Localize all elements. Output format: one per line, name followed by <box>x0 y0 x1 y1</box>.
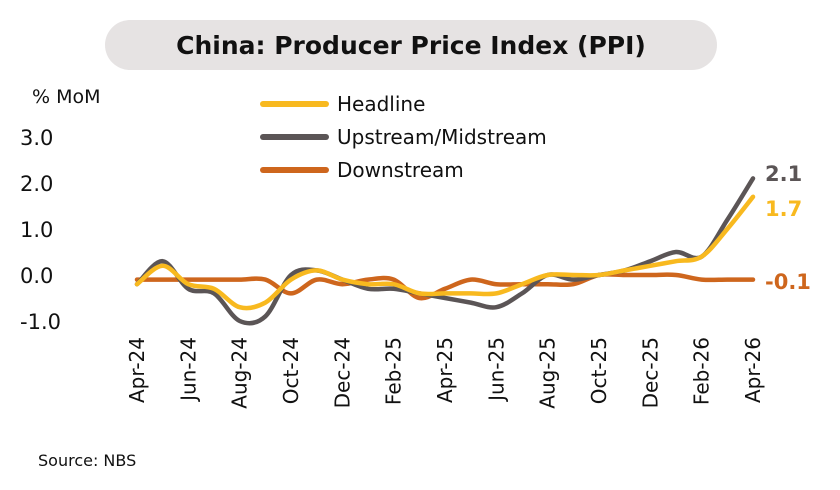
x-tick-label: Apr-26 <box>741 337 765 403</box>
y-tick-label: 1.0 <box>20 218 53 242</box>
x-tick-label: Apr-25 <box>433 337 457 403</box>
x-tick-label: Feb-26 <box>690 337 714 405</box>
source-note: Source: NBS <box>38 451 137 470</box>
series-line-downstream <box>134 272 756 301</box>
x-tick-label: Jun-24 <box>176 337 200 403</box>
series-line-upstream-midstream <box>134 176 756 326</box>
y-tick-label: -1.0 <box>20 310 61 334</box>
x-tick-label: Oct-25 <box>587 337 611 404</box>
legend-label: Upstream/Midstream <box>337 125 547 149</box>
end-value-label: 1.7 <box>765 197 802 221</box>
x-tick-label: Aug-25 <box>536 337 560 409</box>
chart-title: China: Producer Price Index (PPI) <box>105 20 717 70</box>
x-tick-label: Feb-25 <box>382 337 406 405</box>
legend-label: Headline <box>337 92 425 116</box>
x-tick-label: Oct-24 <box>279 337 303 404</box>
x-tick-label: Jun-25 <box>484 337 508 403</box>
end-value-label: 2.1 <box>765 162 802 186</box>
x-tick-label: Aug-24 <box>228 337 252 409</box>
y-tick-label: 3.0 <box>20 126 53 150</box>
series-line-headline <box>134 194 756 311</box>
y-axis-label: % MoM <box>32 86 101 108</box>
y-tick-label: 0.0 <box>20 264 53 288</box>
x-tick-label: Apr-24 <box>125 337 149 403</box>
legend-label: Downstream <box>337 158 464 182</box>
x-tick-label: Dec-25 <box>638 337 662 408</box>
y-tick-label: 2.0 <box>20 172 53 196</box>
end-value-label: -0.1 <box>765 270 811 294</box>
x-tick-label: Dec-24 <box>330 337 354 408</box>
